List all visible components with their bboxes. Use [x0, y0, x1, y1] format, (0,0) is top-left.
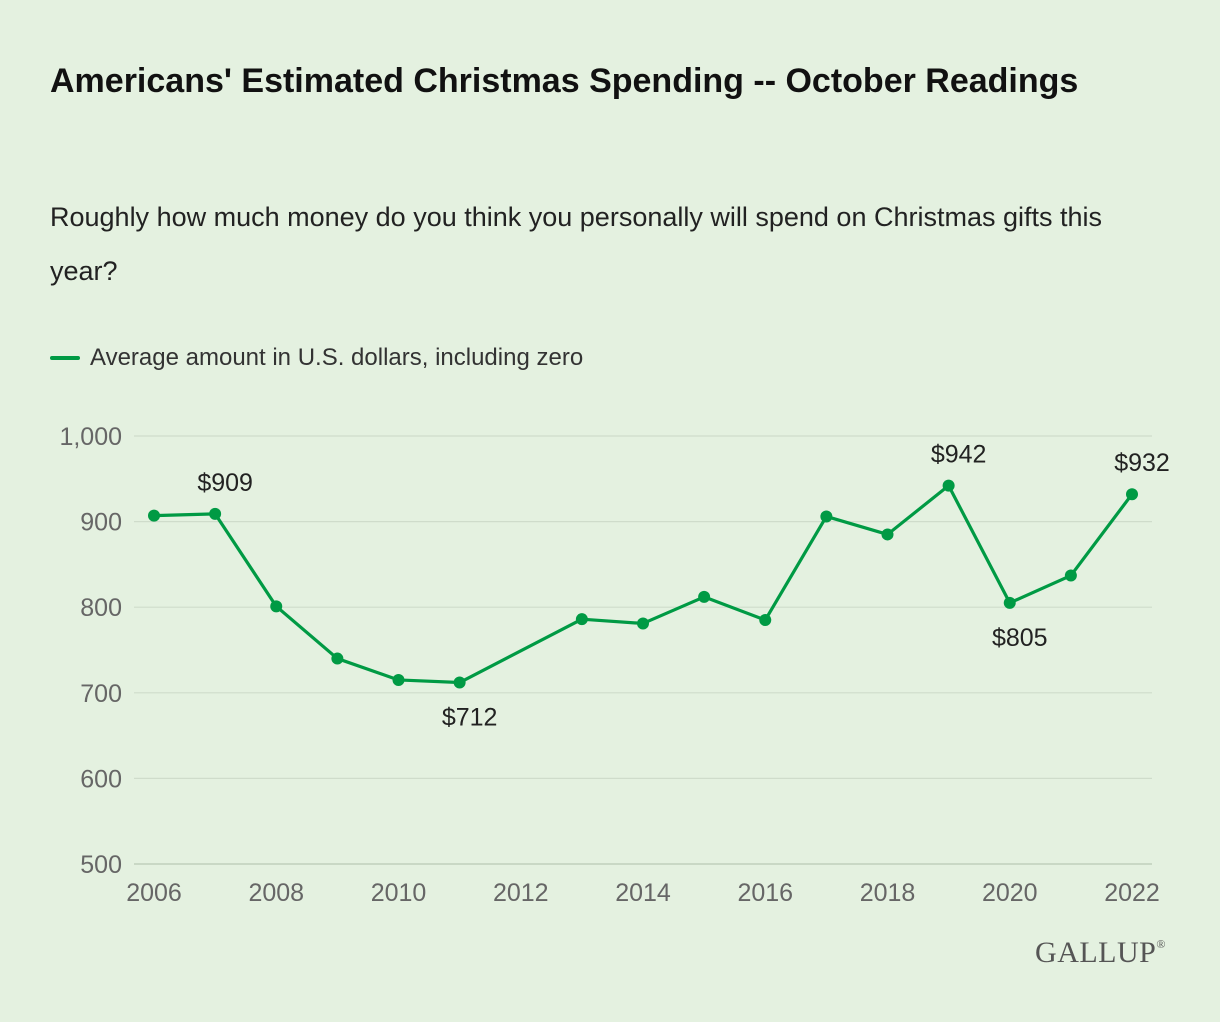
data-label: $909 — [197, 469, 253, 497]
chart-title: Americans' Estimated Christmas Spending … — [50, 62, 1079, 100]
y-tick-label: 900 — [80, 509, 122, 537]
data-point — [881, 528, 894, 541]
x-tick-label: 2012 — [493, 879, 549, 907]
x-tick-label: 2006 — [126, 879, 182, 907]
data-point — [331, 652, 344, 665]
x-tick-label: 2014 — [615, 879, 671, 907]
gallup-logo: GALLUP® — [1035, 936, 1166, 970]
data-point — [1064, 569, 1077, 582]
data-point — [942, 479, 955, 492]
data-point — [270, 600, 283, 613]
gridlines — [134, 435, 1152, 865]
data-point — [637, 617, 649, 630]
chart-subtitle: Roughly how much money do you think you … — [50, 202, 1103, 286]
y-tick-label: 500 — [80, 851, 122, 879]
series-layer — [148, 479, 1138, 689]
data-label: $932 — [1114, 449, 1170, 477]
data-point — [698, 590, 711, 603]
data-point — [453, 676, 466, 689]
data-point — [1003, 596, 1016, 609]
x-tick-label: 2010 — [371, 879, 427, 907]
y-tick-label: 1,000 — [59, 423, 122, 451]
data-point — [759, 614, 772, 627]
data-point — [148, 509, 160, 522]
data-point — [1126, 488, 1138, 501]
legend: Average amount in U.S. dollars, includin… — [50, 340, 583, 376]
data-label: $805 — [992, 624, 1048, 652]
y-tick-label: 600 — [80, 765, 122, 793]
brand-name: GALLUP — [1035, 936, 1157, 969]
data-point — [820, 510, 833, 523]
x-tick-label: 2008 — [248, 879, 304, 907]
legend-label: Average amount in U.S. dollars, includin… — [90, 344, 584, 371]
series-line — [152, 484, 1134, 685]
data-point — [575, 613, 588, 626]
data-point — [209, 507, 222, 520]
legend-swatch — [50, 356, 80, 360]
data-label: $712 — [442, 704, 498, 732]
x-tick-label: 2016 — [737, 879, 793, 907]
data-point — [392, 673, 405, 686]
data-label: $942 — [931, 441, 987, 469]
axis-labels: 500 600 700 800 900 1,000 2006 2008 2010 2012 2014… — [59, 423, 1159, 907]
data-labels: $909 $712 $942 $805 $932 — [197, 441, 1170, 732]
y-tick-label: 800 — [80, 594, 122, 622]
x-tick-label: 2022 — [1104, 879, 1160, 907]
x-tick-label: 2020 — [982, 879, 1038, 907]
y-tick-label: 700 — [80, 680, 122, 708]
brand-mark: ® — [1156, 937, 1166, 951]
x-tick-label: 2018 — [860, 879, 916, 907]
